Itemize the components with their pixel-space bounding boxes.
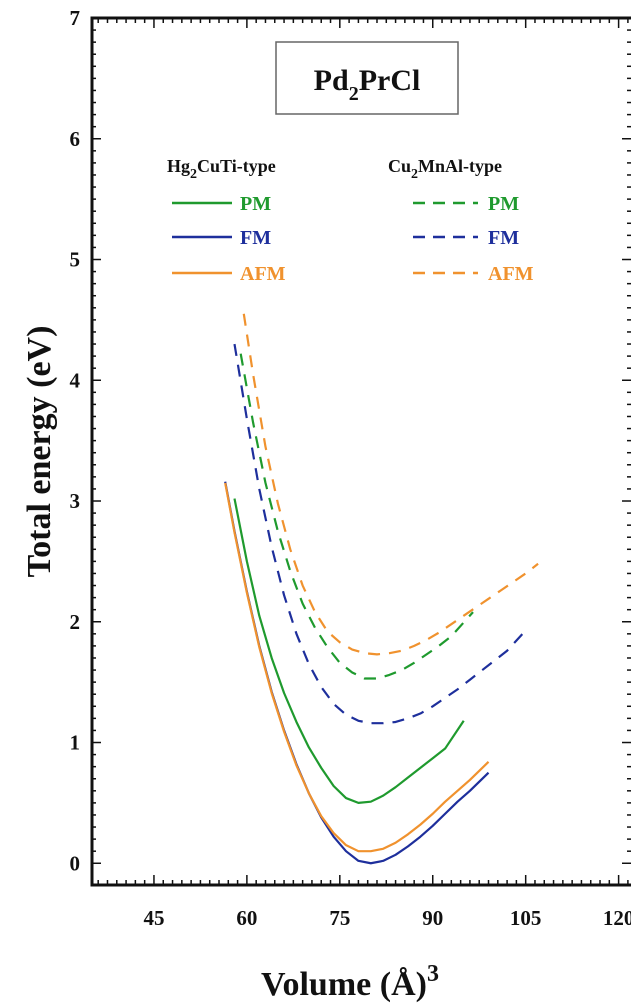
legend-label-afm: AFM: [240, 263, 286, 285]
y-tick-label: 4: [70, 368, 81, 392]
x-tick-label: 105: [510, 906, 542, 930]
title-box: [275, 41, 459, 115]
y-tick-label: 5: [70, 248, 81, 272]
x-tick-label: 60: [236, 906, 257, 930]
y-axis-label: Total energy (eV): [21, 326, 58, 578]
y-tick-label: 3: [70, 489, 81, 513]
series-line-afm-cu2mnal: [242, 313, 539, 656]
legend-label-pm: PM: [240, 193, 271, 215]
y-tick-label: 0: [70, 851, 81, 875]
legend-group-header: Cu2MnAl-type: [388, 156, 502, 182]
legend-label-afm: AFM: [488, 263, 534, 285]
series-line-fm-cu2mnal: [233, 343, 524, 725]
y-tick-label: 7: [70, 6, 81, 30]
y-tick-label: 1: [70, 731, 81, 755]
legend-label-fm: FM: [240, 227, 271, 249]
legend-label-pm: PM: [488, 193, 519, 215]
x-axis-label: Volume (Å)3: [261, 961, 439, 1003]
plot-frame: [90, 16, 631, 887]
x-tick-label: 45: [143, 906, 164, 930]
chart-title: Pd2PrCl: [314, 64, 421, 105]
legend-group-header: Hg2CuTi-type: [167, 156, 276, 182]
legend-label-fm: FM: [488, 227, 519, 249]
series-line-fm-hg2cuti: [224, 481, 490, 865]
y-tick-label: 6: [70, 127, 81, 151]
x-tick-label: 120: [603, 906, 631, 930]
x-tick-label: 90: [422, 906, 443, 930]
series-line-pm-cu2mnal: [239, 353, 474, 680]
y-tick-label: 2: [70, 610, 81, 634]
series-line-afm-hg2cuti: [224, 482, 490, 853]
series-line-pm-hg2cuti: [233, 498, 465, 804]
x-tick-label: 75: [329, 906, 350, 930]
